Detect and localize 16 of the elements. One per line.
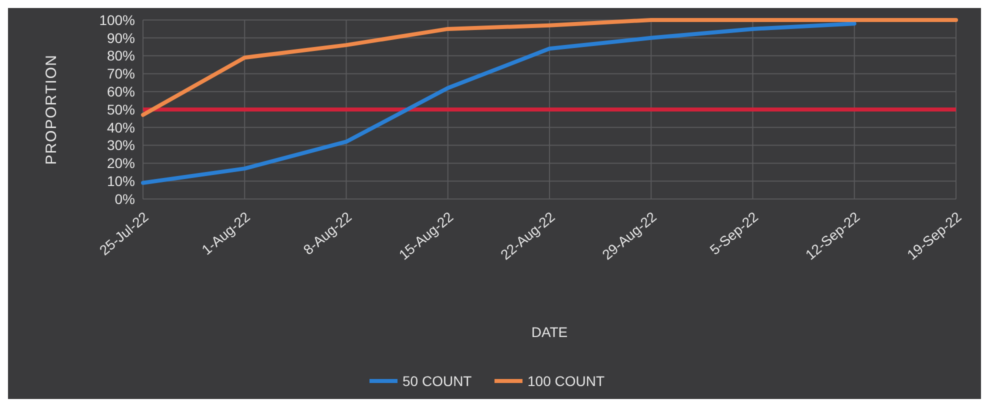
y-tick-label: 60%	[106, 84, 135, 100]
y-tick-label: 0%	[114, 190, 135, 207]
y-tick-label: 70%	[106, 66, 135, 82]
line-series	[141, 22, 856, 185]
y-axis-title: PROPORTION	[43, 54, 60, 165]
y-tick-label: 90%	[106, 30, 135, 46]
y-tick-label: 30%	[106, 137, 135, 154]
legend-label: 50 COUNT	[402, 372, 472, 389]
x-axis-title: DATE	[531, 324, 568, 340]
y-tick-label: 50%	[106, 101, 135, 118]
y-tick-label: 40%	[106, 119, 135, 136]
y-tick-label: 80%	[106, 48, 135, 64]
y-tick-label: 10%	[106, 173, 135, 189]
y-tick-label: 20%	[106, 155, 135, 172]
y-tick-label: 100%	[99, 12, 135, 28]
legend-label: 100 COUNT	[528, 372, 605, 389]
